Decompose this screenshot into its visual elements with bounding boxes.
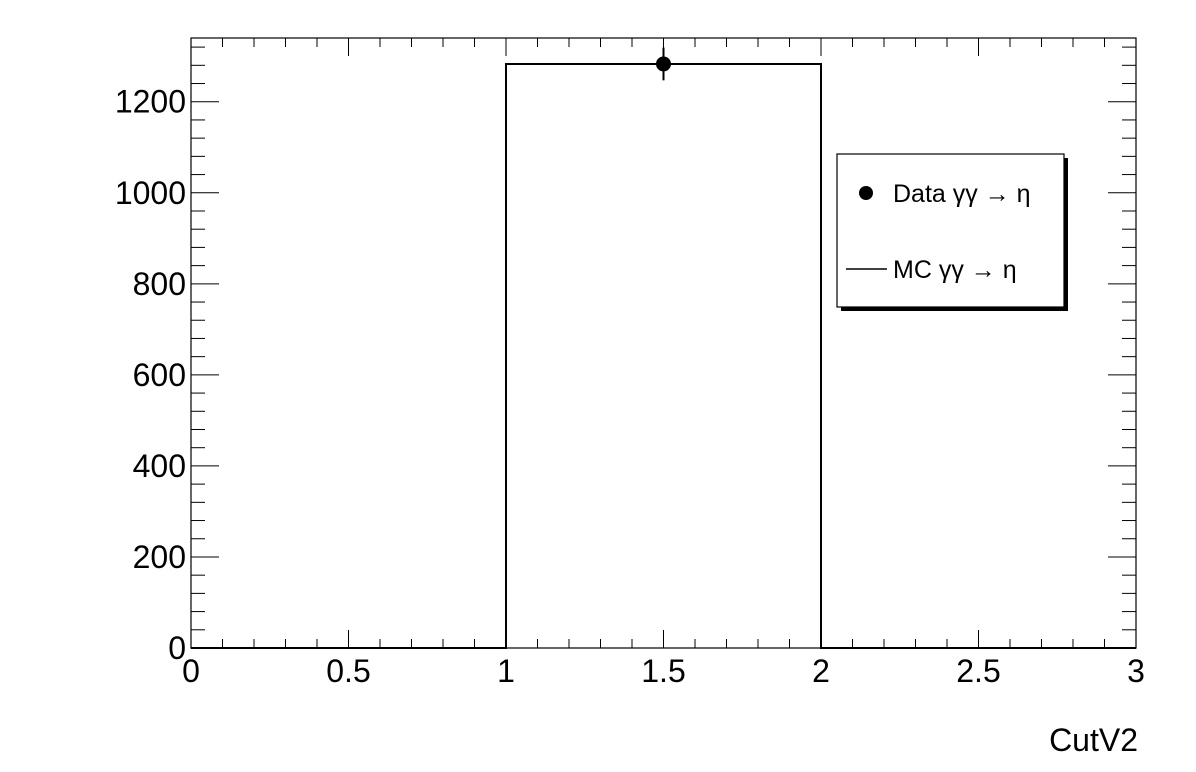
legend: Data γγ → η MC γγ → η — [836, 153, 1068, 311]
legend-mc-label: MC γγ → η — [893, 256, 1017, 284]
y-tick-label: 1000 — [115, 175, 186, 211]
x-tick-label: 1.5 — [641, 653, 685, 689]
y-tick-label: 600 — [133, 357, 186, 393]
y-tick-label: 0 — [168, 630, 186, 666]
legend-data-label: Data γγ → η — [893, 180, 1031, 208]
legend-box — [836, 153, 1065, 308]
y-axis-tick-labels: 0 200 400 600 800 1000 1200 — [115, 84, 186, 666]
y-axis-ticks — [191, 46, 1136, 649]
data-point — [656, 56, 671, 72]
x-tick-label: 2.5 — [956, 653, 1000, 689]
x-tick-label: 0.5 — [326, 653, 370, 689]
x-axis-title: CutV2 — [1049, 722, 1138, 758]
x-tick-label: 3 — [1127, 653, 1145, 689]
legend-data-marker — [859, 186, 873, 200]
y-tick-label: 200 — [133, 539, 186, 575]
x-axis-ticks — [190, 38, 1137, 648]
x-tick-label: 0 — [182, 653, 200, 689]
y-tick-label: 800 — [133, 266, 186, 302]
y-tick-label: 400 — [133, 448, 186, 484]
x-tick-label: 2 — [812, 653, 830, 689]
x-tick-label: 1 — [497, 653, 515, 689]
x-axis-tick-labels: 0 0.5 1 1.5 2 2.5 3 — [182, 653, 1145, 689]
y-tick-label: 1200 — [115, 84, 186, 120]
